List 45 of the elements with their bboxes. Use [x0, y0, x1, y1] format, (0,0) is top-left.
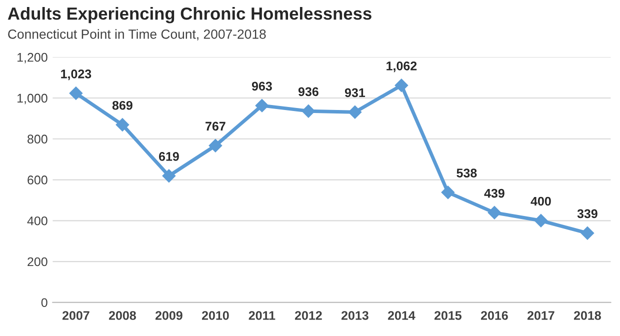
- point: [162, 169, 176, 182]
- data-label: 400: [530, 196, 551, 206]
- point: [394, 78, 408, 92]
- point: [441, 186, 455, 200]
- x-tick-label: 2008: [108, 311, 136, 320]
- y-tick-label: 200: [28, 257, 48, 266]
- data-label: 538: [456, 168, 477, 178]
- data-label: 963: [252, 82, 272, 91]
- data-label: 619: [158, 152, 179, 161]
- data-label: 1,062: [386, 62, 417, 72]
- point: [208, 139, 222, 152]
- x-tick-label: 2016: [480, 311, 508, 320]
- x-tick-label: 2015: [434, 311, 462, 320]
- chart-subtitle: Connecticut Point in Time Count, 2007-2018: [8, 29, 266, 40]
- data-label: 1,023: [61, 69, 92, 80]
- data-label: 931: [344, 88, 366, 98]
- x-tick-label: 2013: [341, 311, 368, 320]
- x-tick-label: 2007: [62, 311, 90, 320]
- x-tick-label: 2012: [294, 311, 322, 320]
- point: [534, 214, 548, 228]
- x-tick-label: 2018: [574, 311, 601, 320]
- data-label: 767: [206, 122, 226, 131]
- point: [69, 86, 83, 100]
- data-label: 439: [484, 188, 504, 198]
- point: [348, 106, 362, 119]
- chart-title: Adults Experiencing Chronic Homelessness: [8, 6, 372, 24]
- data-label: 936: [298, 87, 318, 96]
- x-tick-label: 2009: [155, 311, 182, 320]
- x-tick-label: 2017: [527, 311, 554, 320]
- point: [255, 98, 269, 112]
- point: [580, 226, 594, 240]
- x-tick-label: 2011: [248, 311, 276, 320]
- y-tick-label: 400: [27, 216, 48, 226]
- y-tick-label: 1,200: [18, 52, 48, 64]
- y-tick-label: 1,000: [18, 94, 48, 104]
- point: [302, 104, 316, 118]
- data-label: 869: [112, 100, 132, 110]
- y-tick-label: 800: [28, 134, 48, 144]
- x-tick-label: 2010: [202, 311, 229, 320]
- y-tick-label: 0: [41, 298, 48, 308]
- y-tick-label: 600: [28, 176, 48, 184]
- point: [116, 118, 130, 132]
- point: [488, 206, 502, 220]
- x-tick-label: 2014: [388, 311, 416, 320]
- data-label: 339: [577, 209, 598, 218]
